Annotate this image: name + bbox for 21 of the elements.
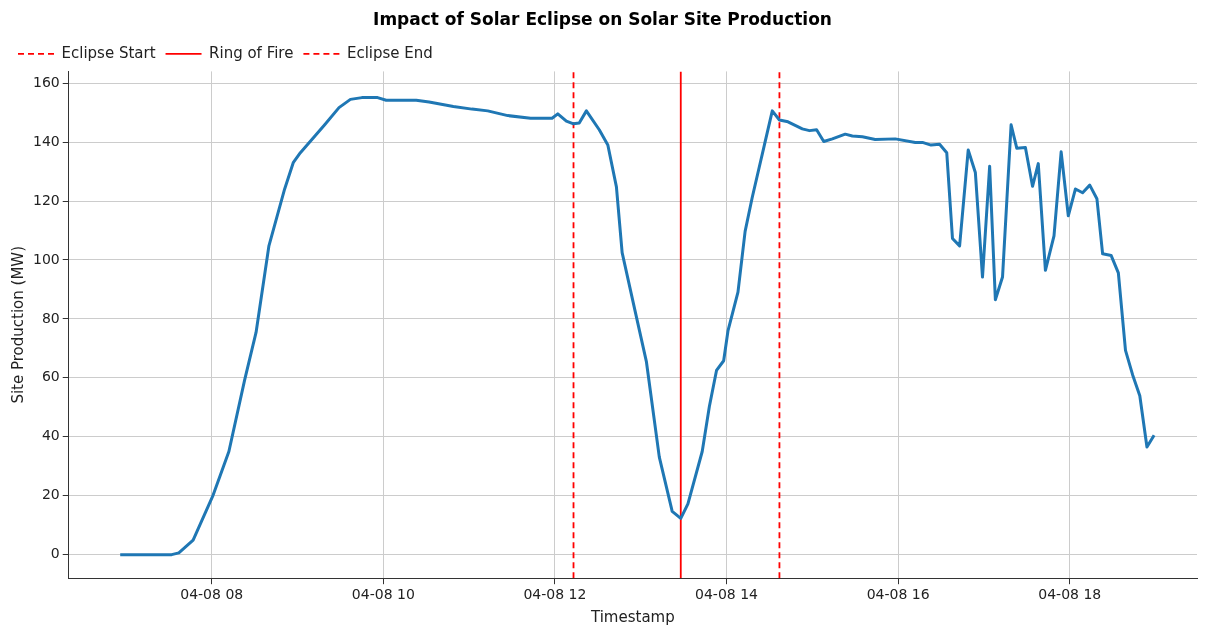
legend-label: Eclipse End [346,43,433,62]
y-tick-label: 160 [32,73,60,90]
x-tick-label: 04-08 16 [866,586,930,603]
legend-label: Ring of Fire [209,43,294,62]
y-tick-label: 80 [41,309,60,326]
y-tick-label: 100 [32,250,60,267]
x-tick-label: 04-08 10 [351,586,415,603]
y-tick-label: 120 [32,191,60,208]
y-tick-label: 20 [41,486,60,503]
chart-title: Impact of Solar Eclipse on Solar Site Production [373,8,832,29]
y-tick-label: 60 [41,368,60,385]
legend-label: Eclipse Start [61,43,156,62]
y-tick-label: 40 [41,427,60,444]
y-tick-label: 0 [50,545,60,562]
x-tick-label: 04-08 12 [523,586,587,603]
x-tick-label: 04-08 14 [695,586,759,603]
y-axis-title: Site Production (MW) [8,245,27,404]
x-axis-title: Timestamp [589,607,675,626]
x-tick-label: 04-08 08 [180,586,244,603]
x-tick-label: 04-08 18 [1038,586,1102,603]
y-tick-label: 140 [32,132,60,149]
